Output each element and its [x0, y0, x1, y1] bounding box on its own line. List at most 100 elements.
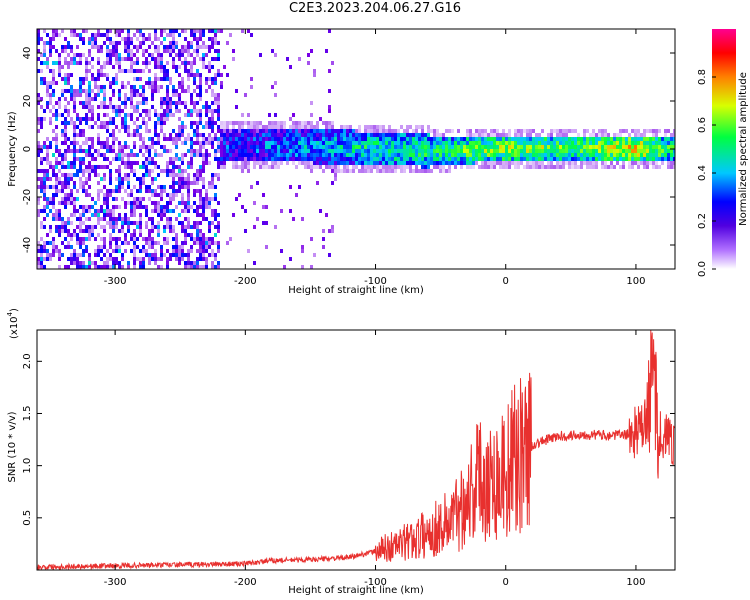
heatmap-cell — [115, 225, 118, 229]
heatmap-cell — [163, 45, 166, 49]
heatmap-cell — [439, 149, 442, 153]
heatmap-cell — [334, 177, 337, 181]
heatmap-cell — [514, 149, 517, 153]
heatmap-cell — [358, 137, 361, 141]
heatmap-cell — [193, 101, 196, 105]
heatmap-cell — [346, 141, 349, 145]
heatmap-cell — [67, 177, 70, 181]
heatmap-cell — [397, 153, 400, 157]
heatmap-cell — [364, 153, 367, 157]
heatmap-cell — [526, 165, 529, 169]
heatmap-cell — [136, 237, 139, 241]
heatmap-cell — [136, 189, 139, 193]
heatmap-cell — [208, 245, 211, 249]
heatmap-cell — [79, 133, 82, 137]
heatmap-cell — [55, 217, 58, 221]
heatmap-cell — [538, 165, 541, 169]
heatmap-cell — [55, 101, 58, 105]
heatmap-cell — [118, 97, 121, 101]
heatmap-cell — [514, 137, 517, 141]
heatmap-cell — [253, 125, 256, 129]
heatmap-cell — [67, 65, 70, 69]
heatmap-cell — [184, 125, 187, 129]
heatmap-cell — [490, 145, 493, 149]
heatmap-cell — [187, 249, 190, 253]
heatmap-cell — [121, 197, 124, 201]
heatmap-cell — [259, 165, 262, 169]
heatmap-cell — [109, 237, 112, 241]
heatmap-cell — [469, 145, 472, 149]
heatmap-cell — [55, 229, 58, 233]
heatmap-cell — [91, 261, 94, 265]
heatmap-cell — [334, 137, 337, 141]
heatmap-cell — [499, 157, 502, 161]
heatmap-cell — [94, 173, 97, 177]
heatmap-cell — [118, 265, 121, 269]
heatmap-cell — [148, 161, 151, 165]
heatmap-cell — [646, 165, 649, 169]
heatmap-cell — [529, 129, 532, 133]
heatmap-cell — [604, 141, 607, 145]
heatmap-cell — [127, 97, 130, 101]
heatmap-cell — [85, 153, 88, 157]
heatmap-cell — [193, 209, 196, 213]
heatmap-cell — [133, 93, 136, 97]
heatmap-cell — [571, 157, 574, 161]
heatmap-cell — [214, 233, 217, 237]
heatmap-cell — [508, 133, 511, 137]
heatmap-cell — [226, 141, 229, 145]
heatmap-cell — [658, 165, 661, 169]
heatmap-cell — [625, 149, 628, 153]
heatmap-cell — [196, 113, 199, 117]
heatmap-cell — [502, 129, 505, 133]
colorbar-ticks: 0.00.20.40.60.8 — [697, 69, 716, 277]
heatmap-cell — [292, 113, 295, 117]
heatmap-cell — [274, 129, 277, 133]
heatmap-cell — [286, 145, 289, 149]
heatmap-cell — [121, 229, 124, 233]
heatmap-cell — [67, 77, 70, 81]
heatmap-cell — [193, 73, 196, 77]
heatmap-cell — [172, 229, 175, 233]
heatmap-cell — [112, 45, 115, 49]
heatmap-cell — [454, 161, 457, 165]
heatmap-cell — [211, 113, 214, 117]
heatmap-cell — [445, 129, 448, 133]
heatmap-cell — [406, 165, 409, 169]
heatmap-cell — [577, 165, 580, 169]
heatmap-cell — [202, 185, 205, 189]
heatmap-cell — [46, 201, 49, 205]
heatmap-cell — [76, 257, 79, 261]
heatmap-cell — [79, 265, 82, 269]
heatmap-cell — [70, 93, 73, 97]
heatmap-cell — [190, 137, 193, 141]
heatmap-cell — [313, 157, 316, 161]
heatmap-cell — [139, 225, 142, 229]
heatmap-cell — [490, 165, 493, 169]
heatmap-cell — [175, 205, 178, 209]
heatmap-cell — [172, 225, 175, 229]
heatmap-cell — [187, 177, 190, 181]
heatmap-cell — [292, 161, 295, 165]
heatmap-cell — [478, 165, 481, 169]
heatmap-cell — [184, 61, 187, 65]
heatmap-cell — [364, 169, 367, 173]
heatmap-cell — [391, 157, 394, 161]
heatmap-cell — [127, 45, 130, 49]
heatmap-cell — [157, 65, 160, 69]
heatmap-cell — [373, 157, 376, 161]
heatmap-cell — [493, 149, 496, 153]
heatmap-cell — [139, 189, 142, 193]
heatmap-cell — [205, 81, 208, 85]
heatmap-cell — [574, 129, 577, 133]
heatmap-cell — [487, 141, 490, 145]
heatmap-cell — [589, 157, 592, 161]
heatmap-cell — [346, 149, 349, 153]
heatmap-cell — [175, 233, 178, 237]
heatmap-cell — [457, 149, 460, 153]
heatmap-cell — [301, 245, 304, 249]
heatmap-cell — [109, 213, 112, 217]
heatmap-cell — [361, 169, 364, 173]
heatmap-cell — [73, 93, 76, 97]
heatmap-cell — [187, 133, 190, 137]
